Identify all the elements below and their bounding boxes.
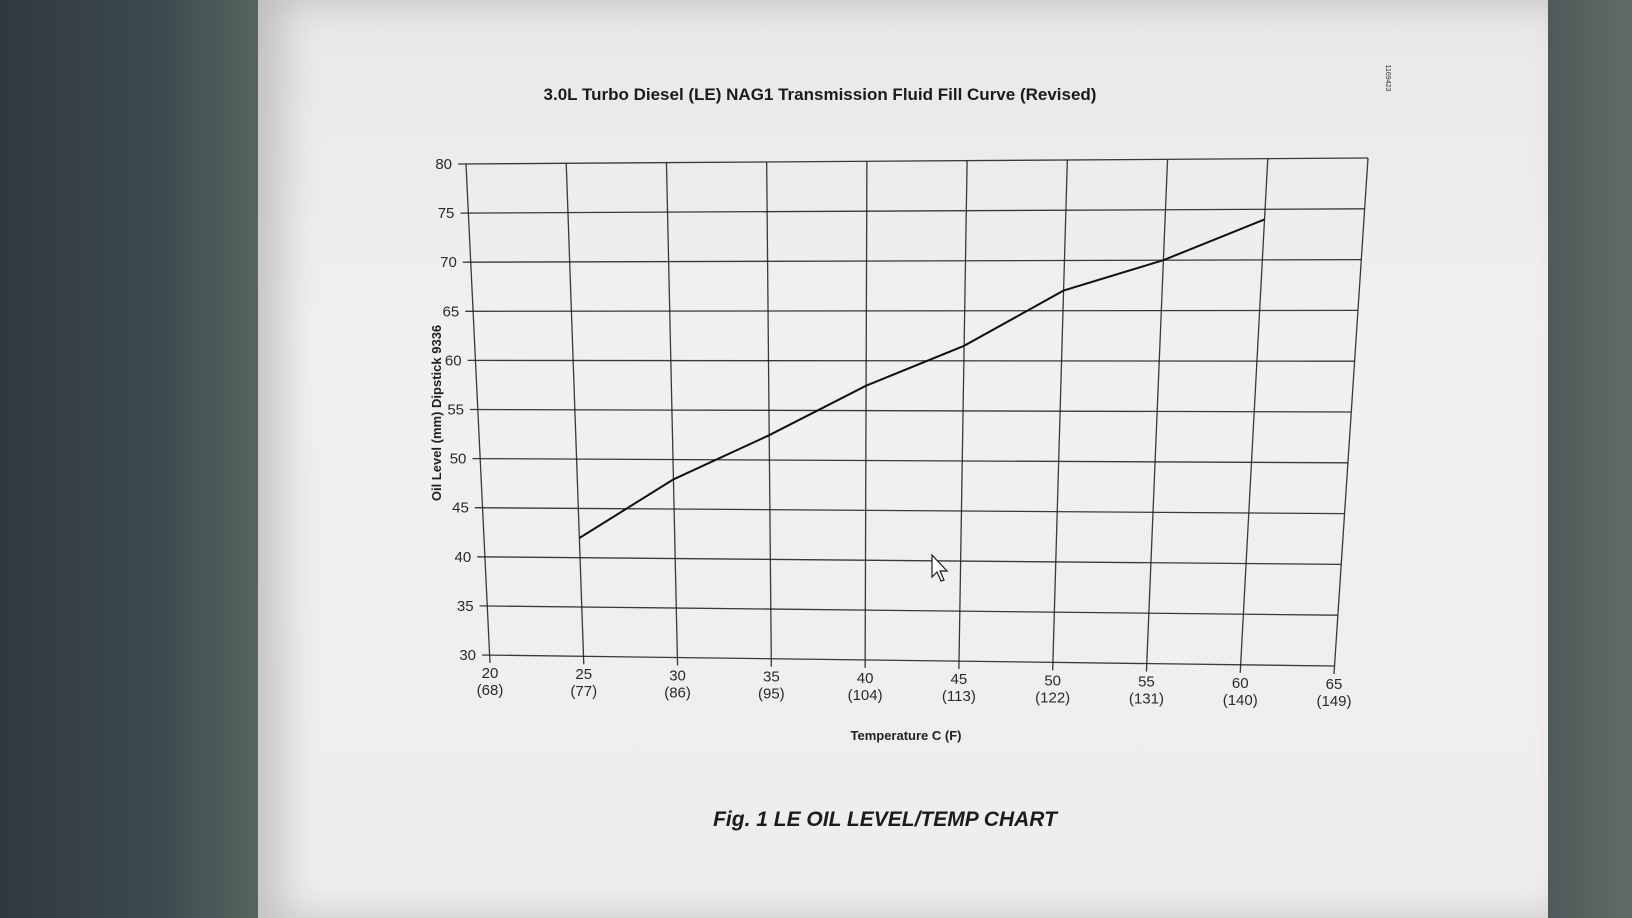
- grid-line-y: [479, 605, 1338, 616]
- chart-grid: [457, 157, 1369, 675]
- y-tick-label: 65: [443, 303, 460, 320]
- y-tick-label: 75: [438, 205, 455, 222]
- y-tick-label: 40: [455, 549, 472, 566]
- grid-line-x: [1239, 158, 1269, 673]
- chart-title: 3.0L Turbo Diesel (LE) NAG1 Transmission…: [544, 85, 1097, 104]
- x-tick-label: 40: [857, 670, 874, 687]
- grid-line-x: [465, 163, 491, 664]
- x-tick-label-f: (140): [1223, 692, 1258, 709]
- figure-code: 1169423: [1384, 65, 1391, 92]
- grid-line-x: [565, 163, 585, 665]
- grid-line-y: [460, 208, 1365, 214]
- x-tick-label: 35: [763, 669, 780, 686]
- x-axis-ticks: 20(68) 25(77) 30(86) 35(95) 40(104) 45(113) 50…: [477, 665, 1352, 710]
- x-tick-label-f: (122): [1035, 689, 1070, 706]
- grid-line-y: [462, 258, 1362, 263]
- x-tick-label: 25: [575, 666, 592, 683]
- y-tick-label: 45: [452, 500, 469, 517]
- x-tick-label-f: (113): [942, 688, 976, 705]
- grid-line-x: [665, 162, 679, 666]
- x-tick-label: 60: [1232, 675, 1249, 692]
- x-tick-label-f: (86): [664, 684, 691, 701]
- x-tick-label: 20: [482, 665, 499, 682]
- mouse-cursor-icon: [931, 553, 949, 582]
- grid-line-y: [481, 654, 1335, 667]
- x-tick-label-f: (95): [758, 686, 785, 703]
- x-tick-label-f: (149): [1316, 693, 1351, 710]
- grid-line-y: [457, 157, 1369, 165]
- grid-line-y: [469, 408, 1352, 413]
- y-tick-label: 70: [440, 254, 457, 271]
- x-tick-label-f: (68): [477, 682, 504, 699]
- grid-line-y: [474, 507, 1345, 515]
- monitor-bezel: [1540, 0, 1632, 918]
- grid-line-y: [477, 556, 1341, 566]
- x-tick-label: 45: [951, 671, 968, 688]
- grid-line-y: [472, 457, 1348, 464]
- x-axis-label: Temperature C (F): [851, 728, 962, 743]
- x-tick-label-f: (104): [848, 687, 883, 704]
- grid-line-x: [864, 161, 868, 668]
- y-tick-label: 55: [447, 402, 464, 419]
- y-tick-label: 80: [435, 156, 452, 173]
- x-tick-label: 55: [1138, 674, 1155, 691]
- x-tick-label: 50: [1044, 672, 1061, 689]
- y-tick-label: 35: [457, 598, 474, 615]
- x-tick-label-f: (131): [1129, 691, 1164, 708]
- figure-caption: Fig. 1 LE OIL LEVEL/TEMP CHART: [713, 808, 1059, 831]
- series-line: [579, 218, 1265, 539]
- grid-line-y: [465, 309, 1358, 312]
- y-tick-label: 50: [450, 451, 467, 468]
- y-tick-label: 60: [445, 352, 462, 369]
- grid-line-x: [1052, 159, 1068, 671]
- x-tick-label: 30: [669, 667, 686, 684]
- y-tick-label: 30: [459, 647, 476, 664]
- grid-line-x: [1333, 157, 1369, 675]
- y-axis-ticks: 80 75 70 65 60 55 50 45 40 35 30: [435, 156, 476, 664]
- grid-line-x: [766, 161, 772, 667]
- grid-line-y: [467, 359, 1355, 362]
- y-axis-label: Oil Level (mm) Dipstick 9336: [429, 325, 444, 501]
- x-tick-label: 65: [1326, 676, 1343, 693]
- x-tick-label-f: (77): [570, 683, 597, 700]
- grid-line-x: [1145, 159, 1169, 672]
- grid-line-x: [958, 160, 968, 670]
